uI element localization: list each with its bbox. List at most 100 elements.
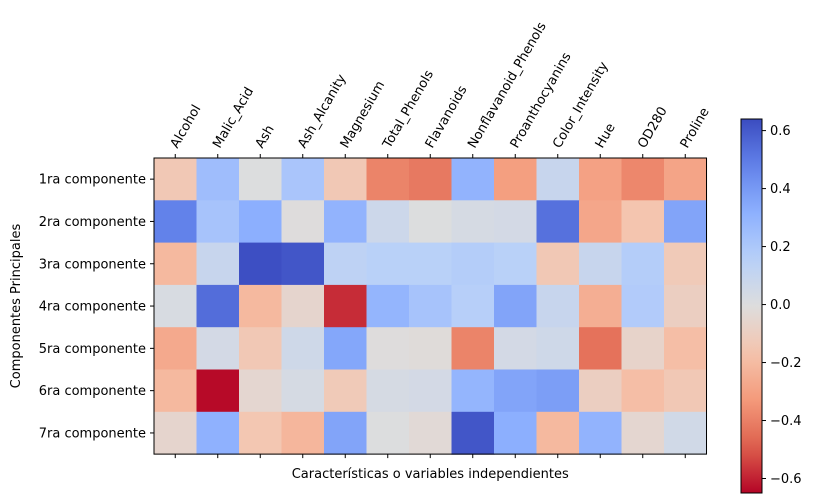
heatmap-cell xyxy=(239,158,283,201)
heatmap-cell xyxy=(494,158,538,201)
heatmap-cell xyxy=(409,158,453,201)
heatmap-cell xyxy=(536,284,580,328)
heatmap-cell xyxy=(536,200,580,244)
heatmap-cell xyxy=(621,242,665,286)
heatmap-cell xyxy=(664,411,708,455)
heatmap-cell xyxy=(494,242,538,286)
heatmap-cell xyxy=(196,284,240,328)
colorbar-tick-label: 0.2 xyxy=(770,240,791,255)
heatmap-cell xyxy=(494,369,538,413)
y-axis-label: Componentes Principales xyxy=(9,224,24,389)
heatmap-cell xyxy=(494,200,538,244)
heatmap-cell xyxy=(239,327,283,371)
x-tick-label: Alcohol xyxy=(168,102,205,151)
heatmap-cell xyxy=(494,411,538,455)
heatmap-cell xyxy=(579,200,623,244)
heatmap-cell xyxy=(154,158,198,201)
heatmap-cell xyxy=(494,327,538,371)
heatmap-cell xyxy=(239,242,283,286)
x-tick-label: Hue xyxy=(593,121,619,151)
heatmap-cell xyxy=(154,327,198,371)
heatmap-cell xyxy=(494,284,538,328)
y-tick-label: 2ra componente xyxy=(39,215,146,230)
heatmap-cell xyxy=(366,242,410,286)
heatmap-cell xyxy=(451,200,495,244)
heatmap-cell xyxy=(366,200,410,244)
heatmap-cell xyxy=(664,242,708,286)
heatmap-cell xyxy=(664,327,708,371)
heatmap-cell xyxy=(409,327,453,371)
heatmap-cell xyxy=(579,284,623,328)
heatmap-cell xyxy=(579,411,623,455)
heatmap-cell xyxy=(621,327,665,371)
heatmap-cell xyxy=(239,200,283,244)
heatmap-cell xyxy=(239,411,283,455)
heatmap-cell xyxy=(154,369,198,413)
heatmap-cell xyxy=(239,284,283,328)
colorbar-tick-label: 0.6 xyxy=(770,124,791,139)
heatmap-cell xyxy=(621,158,665,201)
heatmap-cell xyxy=(324,411,368,455)
heatmap-cell xyxy=(409,200,453,244)
heatmap-cell xyxy=(451,327,495,371)
heatmap-cell xyxy=(451,158,495,201)
y-tick-label: 5ra componente xyxy=(39,342,146,357)
y-axis-ticks: 1ra componente 2ra componente 3ra componen… xyxy=(39,173,154,441)
heatmap-cell xyxy=(409,242,453,286)
colorbar-tick-label: 0.0 xyxy=(770,298,791,313)
heatmap-cell xyxy=(536,327,580,371)
heatmap-cell xyxy=(196,369,240,413)
heatmap-cell xyxy=(621,200,665,244)
x-axis-label: Características o variables independient… xyxy=(292,467,569,482)
heatmap-cell xyxy=(196,327,240,371)
colorbar-tick-label: 0.4 xyxy=(770,182,791,197)
heatmap-cell xyxy=(324,242,368,286)
heatmap-cell xyxy=(281,327,325,371)
heatmap-cell xyxy=(366,369,410,413)
heatmap-cell xyxy=(664,200,708,244)
heatmap-cell xyxy=(154,284,198,328)
x-tick-label: OD280 xyxy=(635,104,671,151)
heatmap-cell xyxy=(281,158,325,201)
heatmap-cell xyxy=(281,200,325,244)
heatmap-cell xyxy=(579,158,623,201)
colorbar-tick-label: −0.4 xyxy=(770,414,802,429)
heatmap-cell xyxy=(621,369,665,413)
heatmap-cell xyxy=(154,242,198,286)
heatmap-cell xyxy=(154,200,198,244)
x-tick-label: Ash xyxy=(253,123,278,151)
x-tick-label: Flavanoids xyxy=(423,83,471,151)
heatmap-cell xyxy=(409,284,453,328)
heatmap-cell xyxy=(196,158,240,201)
heatmap-cell xyxy=(536,369,580,413)
heatmap-cell xyxy=(281,242,325,286)
heatmap-cell xyxy=(664,158,708,201)
heatmap-cell xyxy=(409,369,453,413)
heatmap-cell xyxy=(579,327,623,371)
heatmap-cell xyxy=(324,200,368,244)
heatmap-cell xyxy=(239,369,283,413)
y-tick-label: 7ra componente xyxy=(39,426,146,441)
heatmap-cell xyxy=(281,284,325,328)
heatmap-cell xyxy=(664,284,708,328)
heatmap-cell xyxy=(664,369,708,413)
heatmap-cell xyxy=(281,369,325,413)
heatmap-cell xyxy=(579,369,623,413)
heatmap-cell xyxy=(451,369,495,413)
heatmap-cell xyxy=(579,242,623,286)
x-tick-label: Malic_Acid xyxy=(210,85,257,151)
heatmap-cell xyxy=(324,284,368,328)
y-tick-label: 4ra componente xyxy=(39,300,146,315)
colorbar-ticks: 0.6 0.4 0.2 0.0 −0.2 −0.4 −0.6 xyxy=(762,124,802,487)
heatmap-cell xyxy=(196,411,240,455)
heatmap-cell xyxy=(536,411,580,455)
heatmap-cell xyxy=(281,411,325,455)
heatmap-cell xyxy=(366,284,410,328)
heatmap-cell xyxy=(324,327,368,371)
heatmap-cell xyxy=(409,411,453,455)
y-tick-label: 6ra componente xyxy=(39,384,146,399)
heatmap-cell xyxy=(621,284,665,328)
heatmap-cell xyxy=(196,200,240,244)
heatmap-cell xyxy=(196,242,240,286)
heatmap-cell xyxy=(324,369,368,413)
